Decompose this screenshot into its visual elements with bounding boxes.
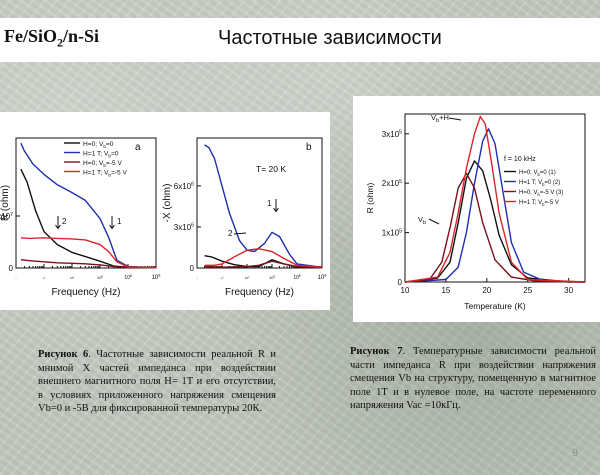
fig7-plot-frame — [404, 113, 586, 283]
fig7-legend-label-1: H=0; Vb=0 (1) — [519, 170, 556, 177]
fig6b-arrow-2 — [233, 232, 247, 235]
fig7-series-line-2 — [404, 128, 586, 283]
fig7-frequency-label: f = 10 kHz — [504, 156, 536, 163]
fig6a-x-tick-label: 108 — [43, 277, 46, 280]
fig6b-y-tick-label: 6x106 — [174, 182, 194, 191]
fig6a-x-tick-label: 108 — [152, 273, 161, 281]
fig6b-series-line-2 — [204, 144, 323, 268]
fig6b-plot-frame — [196, 137, 323, 269]
figure-6-label: Рисунок 6 — [38, 349, 89, 360]
fig6b-panel-letter: b — [306, 142, 312, 153]
fig7-x-axis-label: Temperature (K) — [464, 301, 526, 311]
fig6a-series-line-2 — [20, 142, 157, 269]
fig7-x-tick-label: 10 — [401, 286, 410, 295]
fig7-x-tick-label: 30 — [564, 286, 573, 295]
fig6b-x-tick-label: 108 — [221, 277, 224, 280]
fig6a-y-tick-label: 0 — [9, 264, 14, 273]
figure-7-panel: 10 15 20 25 30 0 1x105 2x105 3x105 Temperature (K… — [353, 96, 600, 322]
figure-6-caption: Рисунок 6. Частотные зависимости реально… — [38, 348, 276, 416]
fig6a-annotation-curve-2: 2 — [62, 217, 67, 226]
fig7-y-tick-label: 3x105 — [382, 130, 402, 139]
figure-7-text: . Температурные зависимости реальной час… — [350, 346, 596, 412]
figure-6-panel: 108 108 108 108 108 108 0 1x107 Frequency (Hz) R … — [0, 112, 330, 310]
fig6a-x-axis-label: Frequency (Hz) — [52, 287, 121, 298]
fig6b-x-tick-label: 108 — [245, 276, 249, 280]
fig6b-x-tick-label: 108 — [269, 274, 275, 280]
fig6b-y-axis-label: -X (ohm) — [162, 184, 173, 223]
slide-title: Частотные зависимости — [218, 27, 442, 49]
fig7-y-axis-label: R (ohm) — [365, 182, 375, 213]
fig6a-arrow-2 — [55, 216, 61, 230]
page-number: 9 — [571, 447, 578, 459]
fig6b-x-tick-label: 108 — [196, 278, 198, 280]
fig6a-y-tick-label: 1x107 — [0, 212, 13, 221]
fig7-arrow-vb-h — [448, 117, 462, 121]
fig6b-x-axis-label: Frequency (Hz) — [225, 287, 294, 298]
fig6a-legend-label-3: H=0; Vb=-5 V — [83, 160, 122, 168]
slide-left-title: Fe/SiO2/n-Si — [4, 26, 100, 50]
fig6a-series-line-1 — [20, 168, 157, 269]
fig7-y-tick-label: 0 — [398, 278, 403, 287]
fig6a-x-tick-label: 108 — [15, 278, 17, 280]
fig7-legend-label-2: H=1 T; Vb=0 (2) — [519, 180, 560, 187]
fig6a-plot-frame — [15, 137, 157, 269]
fig7-legend-label-3: H=0; Vb=-5 V (3) — [519, 190, 563, 197]
figure-6-chart: 108 108 108 108 108 108 0 1x107 Frequency (Hz) R … — [0, 137, 327, 298]
fig7-arrow-vb — [428, 218, 440, 225]
fig7-legend-label-4: H=1 T; Vb=-5 V — [519, 200, 559, 207]
fig7-x-tick-label: 15 — [441, 286, 450, 295]
fig6b-annotation-curve-2: 2 — [228, 229, 233, 238]
fig6b-series-line-3 — [204, 260, 323, 269]
fig6b-arrow-1 — [273, 199, 279, 213]
figure-7-label: Рисунок 7 — [350, 346, 403, 357]
fig6a-arrow-1 — [109, 216, 115, 230]
fig6b-y-tick-label: 3x106 — [174, 223, 194, 232]
figure-6-text: . Частотные зависимости реальной R и мни… — [38, 349, 276, 415]
fig7-y-tick-label: 2x105 — [382, 179, 402, 188]
fig7-annotation-vb-h: Vb+H — [431, 113, 449, 124]
fig6a-x-tick-label: 108 — [97, 274, 103, 280]
fig7-series-line-4 — [404, 115, 586, 283]
fig6a-legend-label-4: H=1 T; Vb=-5 V — [83, 170, 127, 178]
fig6a-series-line-4 — [20, 237, 157, 269]
title-band — [0, 18, 600, 62]
fig6a-legend-label-2: H=1 T; Vb=0 — [83, 151, 119, 159]
fig7-y-tick-label: 1x105 — [382, 228, 402, 237]
fig6a-y-axis-label: R (ohm) — [0, 185, 11, 221]
fig6b-x-tick-label: 108 — [318, 273, 327, 281]
fig6a-annotation-curve-1: 1 — [117, 217, 122, 226]
figure-7-chart: 10 15 20 25 30 0 1x105 2x105 3x105 Temperature (K… — [365, 113, 586, 311]
fig7-x-tick-label: 25 — [523, 286, 532, 295]
fig6a-x-tick-label: 108 — [124, 274, 132, 281]
fig6a-x-tick-label: 108 — [70, 276, 74, 280]
fig6a-legend-label-1: H=0; Vb=0 — [83, 141, 114, 149]
fig6b-annotation-curve-1: 1 — [267, 199, 272, 208]
fig6b-series-line-4 — [204, 248, 323, 268]
fig6a-series-line-3 — [20, 259, 157, 269]
fig6b-temperature-label: T= 20 K — [256, 164, 286, 174]
fig6b-y-tick-label: 0 — [190, 264, 195, 273]
fig7-series-line-3 — [404, 172, 586, 283]
fig7-series-line-1 — [404, 160, 585, 283]
fig7-x-tick-label: 20 — [482, 286, 491, 295]
fig6b-x-tick-label: 108 — [293, 274, 301, 281]
fig7-annotation-vb: Vb — [418, 215, 426, 226]
fig6a-panel-letter: a — [135, 142, 141, 153]
figure-7-caption: Рисунок 7. Температурные зависимости реа… — [350, 345, 596, 413]
